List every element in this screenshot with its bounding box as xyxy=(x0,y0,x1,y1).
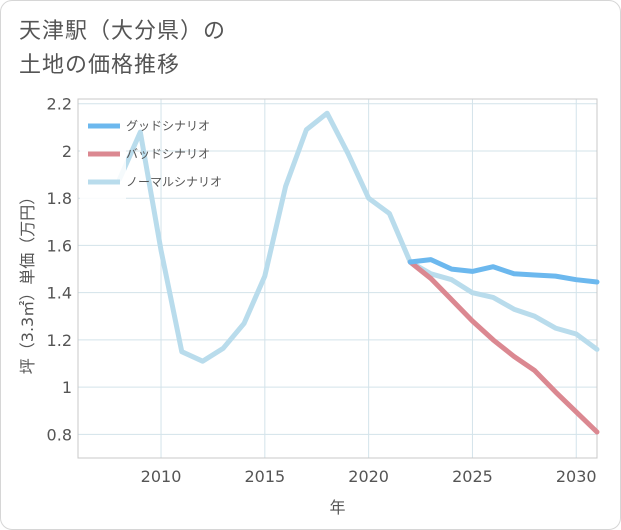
x-tick-label: 2025 xyxy=(452,467,493,486)
x-tick-label: 2020 xyxy=(348,467,389,486)
plot-frame xyxy=(77,98,598,459)
series-lines xyxy=(117,110,600,435)
y-tick-label: 1.6 xyxy=(47,236,72,255)
grid xyxy=(78,99,597,458)
series-line-normal[interactable] xyxy=(117,110,600,364)
y-tick-labels: 0.8 1 1.2 1.4 1.6 1.8 2 2.2 xyxy=(47,95,72,445)
x-axis-label: 年 xyxy=(329,498,345,517)
x-tick-label: 2030 xyxy=(556,467,597,486)
chart-title: 天津駅（大分県）の 土地の価格推移 xyxy=(19,15,226,83)
y-tick-label: 1.2 xyxy=(47,331,72,350)
plot-area xyxy=(77,98,598,459)
y-tick-label: 1 xyxy=(62,378,72,397)
chart-title-line-2: 土地の価格推移 xyxy=(19,53,181,78)
y-tick-label: 1.8 xyxy=(47,189,72,208)
legend-label-bad[interactable]: バッドシナリオ xyxy=(126,147,210,161)
x-tick-labels: 2010 2015 2020 2025 2030 xyxy=(141,467,597,486)
y-tick-label: 2 xyxy=(62,142,72,161)
legend-label-good[interactable]: グッドシナリオ xyxy=(126,119,210,133)
x-tick-label: 2010 xyxy=(141,467,182,486)
chart-title-line-1: 天津駅（大分県）の xyxy=(19,19,227,44)
series-line-good[interactable] xyxy=(407,257,600,285)
x-tick-label: 2015 xyxy=(244,467,285,486)
legend-label-normal[interactable]: ノーマルシナリオ xyxy=(126,175,222,189)
y-axis-label: 坪（3.3㎡）単価（万円） xyxy=(18,189,37,374)
series-line-bad[interactable] xyxy=(407,259,600,435)
y-tick-label: 2.2 xyxy=(47,95,72,114)
y-tick-label: 1.4 xyxy=(47,284,72,303)
y-tick-label: 0.8 xyxy=(47,425,72,444)
